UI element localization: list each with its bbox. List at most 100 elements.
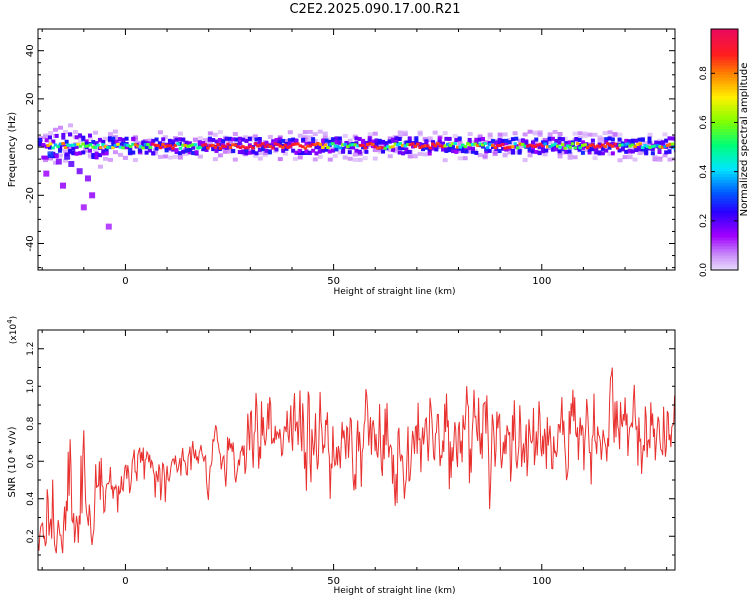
spectrogram-cell <box>353 143 358 147</box>
spectrogram-cell <box>618 143 622 147</box>
colorbar-swatch <box>711 194 738 199</box>
spectrogram-cell <box>322 135 328 140</box>
spectrogram-cell <box>411 142 415 146</box>
spectrogram-cell <box>543 142 547 146</box>
colorbar-swatch <box>711 176 738 181</box>
spectrogram-cell <box>624 138 629 143</box>
spectrogram-cell <box>667 136 672 141</box>
spectrogram-cell <box>545 145 550 149</box>
spectrogram-cell <box>307 141 312 146</box>
spectrogram-cell <box>334 147 339 152</box>
spectrogram-cell <box>104 151 109 156</box>
spectrogram-cell <box>243 146 248 150</box>
spectrogram-cell <box>587 150 592 155</box>
spectrogram-cell <box>432 141 438 146</box>
colorbar-frame <box>710 28 739 271</box>
spectrogram-cell <box>454 138 459 143</box>
spectrogram-cell <box>482 155 488 160</box>
colorbar-swatch <box>711 161 738 166</box>
spectrogram-cell <box>201 147 206 152</box>
spectrogram-cell <box>161 144 166 149</box>
spectrogram-cell <box>412 153 418 158</box>
spectrogram-cell <box>424 140 429 145</box>
spectrogram-cell <box>417 151 423 156</box>
spectrogram-cell <box>371 139 376 144</box>
spectrogram-cell <box>312 157 318 162</box>
colorbar-swatch <box>711 182 738 187</box>
spectrogram-cell <box>246 146 250 150</box>
spectrogram-cell <box>457 148 463 153</box>
spectrogram-cell <box>490 145 495 150</box>
spectrogram-cell <box>367 132 373 137</box>
spectrogram-cell <box>244 138 249 143</box>
spectrogram-cell <box>530 146 535 151</box>
spectrogram-cell <box>502 132 508 137</box>
spectrogram-cell <box>397 145 402 150</box>
spectrogram-cell <box>557 132 563 137</box>
spectrogram-cell <box>223 145 228 149</box>
spectrogram-cell <box>227 138 233 143</box>
spectrogram-cell <box>106 145 110 149</box>
colorbar-swatch <box>711 149 738 154</box>
spectrogram-cell <box>653 144 657 148</box>
spectrogram-cell <box>111 142 116 147</box>
spectrogram-cell <box>341 149 346 154</box>
spectrogram-cells <box>38 123 675 230</box>
colorbar-tick-label: 0.8 <box>699 66 709 81</box>
spectrogram-cell <box>603 145 607 149</box>
spectrogram-cell <box>640 146 645 150</box>
spectrogram-cell <box>336 145 340 149</box>
spectrogram-cell <box>630 138 635 143</box>
spectrogram-cell <box>550 136 555 141</box>
spectrogram-cell <box>317 145 322 150</box>
spectrogram-cell <box>277 140 282 145</box>
colorbar-swatch <box>711 56 738 60</box>
spectrogram-cell <box>177 131 183 136</box>
spectrogram-cell <box>257 147 262 152</box>
spectrogram-cell <box>227 136 232 141</box>
spectrogram-cell <box>41 155 46 160</box>
spectrogram-cell <box>381 146 385 150</box>
spectrogram-cell <box>393 142 398 146</box>
colorbar-swatch <box>711 107 738 111</box>
colorbar-label: Normalized spectral amplitude <box>739 63 750 217</box>
spectrogram-cell <box>111 136 116 141</box>
spectrogram-cell <box>197 136 203 141</box>
spectrogram-cell <box>630 143 635 147</box>
spectrogram-cell <box>367 143 373 148</box>
spectrogram-cell <box>560 143 565 147</box>
spectrogram-cell <box>607 136 612 141</box>
colorbar-swatch <box>711 233 738 238</box>
spectrogram-cell <box>478 142 482 146</box>
spectrogram-cell <box>448 143 453 147</box>
spectrogram-cell <box>580 143 585 147</box>
spectrogram-cell <box>357 157 363 162</box>
spectrogram-cell <box>301 151 306 156</box>
colorbar-swatch <box>711 224 738 229</box>
spectrogram-cell <box>191 143 195 147</box>
spectrogram-cell <box>517 149 522 154</box>
spectrogram-cell <box>323 143 328 147</box>
spectrogram-cell <box>377 140 382 145</box>
spectrogram-cell <box>493 146 497 150</box>
spectrogram-cell <box>384 141 389 146</box>
spectrogram-cell <box>557 154 563 159</box>
spectrogram-cell <box>357 137 362 142</box>
spectrogram-cell <box>443 144 448 148</box>
spectrogram-cell <box>216 143 220 147</box>
spectrogram-cell <box>81 150 86 155</box>
spectrogram-cell <box>490 143 495 147</box>
spectrogram-cell <box>181 137 186 142</box>
spectrogram-cell <box>331 137 336 142</box>
spectrogram-cell <box>77 151 82 156</box>
spectrogram-cell <box>203 143 208 147</box>
spectrogram-cell <box>132 158 138 163</box>
spectrogram-cell <box>147 148 152 153</box>
spectrogram-cell <box>444 136 449 141</box>
spectrogram-cell <box>530 140 535 145</box>
spectrogram-cell <box>76 168 83 175</box>
x-axis-label: Height of straight line (km) <box>334 287 456 297</box>
colorbar-swatch <box>711 164 738 169</box>
spectrogram-cell <box>562 136 568 141</box>
spectrogram-cell <box>632 157 638 162</box>
